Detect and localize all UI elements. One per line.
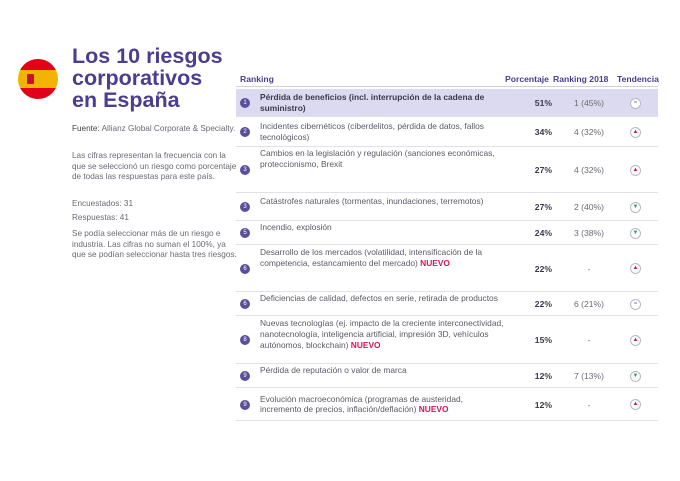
ranking-2018-value: -	[587, 335, 591, 345]
description-text: Las cifras representan la frecuencia con…	[72, 151, 237, 182]
rank-number-badge: 1	[240, 98, 250, 108]
percentage-value: 51%	[534, 98, 552, 108]
trend-up-icon: ▲	[630, 263, 641, 274]
header-divider	[236, 86, 658, 87]
ranking-2018-value: 4 (32%)	[573, 127, 605, 137]
percentage-value: 22%	[534, 263, 552, 274]
new-badge: NUEVO	[420, 257, 450, 268]
ranking-2018-value: 6 (21%)	[573, 299, 605, 309]
risk-label-text: Incendio, explosión	[260, 222, 332, 233]
surveyed-count: Encuestados: 31	[72, 199, 133, 208]
flag-stripe-red-bottom	[18, 88, 58, 99]
trend-down-icon: ▼	[630, 370, 641, 382]
page-title: Los 10 riesgos corporativos en España	[72, 44, 223, 112]
trend-up-icon: ▲	[630, 334, 641, 346]
rank-number-badge: 5	[240, 228, 250, 238]
table-row: 6 Desarrollo de los mercados (volatilidad…	[236, 245, 658, 292]
risk-label-text: Pérdida de beneficios (incl. interrupció…	[260, 92, 485, 113]
ranking-2018-value: 2 (40%)	[573, 202, 605, 212]
rank-number-badge: 3	[240, 165, 250, 175]
trend-equal-icon: =	[630, 97, 641, 109]
source-label: Fuente:	[72, 124, 100, 133]
percentage-value: 22%	[534, 299, 552, 309]
header-trend: Tendencia	[617, 74, 659, 84]
table-row: 8 Nuevas tecnologías (ej. impacto de la c…	[236, 316, 658, 364]
risk-label: Evolución macroeconómica (programas de a…	[260, 394, 500, 416]
risk-label-text: Nuevas tecnologías (ej. impacto de la cr…	[260, 318, 504, 350]
rank-number-badge: 2	[240, 127, 250, 137]
risk-label: Incidentes cibernéticos (ciberdelitos, p…	[260, 121, 500, 143]
table-row: 9 Evolución macroeconómica (programas de …	[236, 388, 658, 421]
new-badge: NUEVO	[350, 339, 381, 350]
trend-equal-icon: =	[630, 298, 641, 310]
risk-label: Pérdida de reputación o valor de marca	[260, 365, 500, 376]
rank-number-badge: 9	[240, 399, 250, 410]
risk-label: Catástrofes naturales (tormentas, inunda…	[260, 196, 510, 207]
risk-label-text: Desarrollo de los mercados (volatilidad,…	[260, 246, 483, 268]
trend-down-icon: ▼	[630, 201, 641, 213]
trend-up-icon: ▲	[630, 126, 641, 138]
risk-label-text: Cambios en la legislación y regulación (…	[260, 148, 495, 170]
table-row: 3 Cambios en la legislación y regulación …	[236, 147, 658, 193]
trend-down-icon: ▼	[630, 227, 641, 239]
trend-up-icon: ▲	[630, 399, 641, 410]
rank-number-badge: 6	[240, 299, 250, 309]
rank-number-badge: 8	[240, 335, 250, 345]
table-row: 3 Catástrofes naturales (tormentas, inund…	[236, 193, 658, 221]
header-ranking: Ranking	[240, 74, 274, 84]
risk-label-text: Incidentes cibernéticos (ciberdelitos, p…	[260, 121, 484, 142]
table-row: 2 Incidentes cibernéticos (ciberdelitos, …	[236, 117, 658, 147]
risk-label-text: Evolución macroeconómica (programas de a…	[260, 393, 463, 415]
risk-label: Desarrollo de los mercados (volatilidad,…	[260, 247, 500, 269]
table-row: 5 Incendio, explosión 24% 3 (38%) ▼	[236, 221, 658, 245]
ranking-2018-value: 4 (32%)	[573, 165, 605, 175]
ranking-2018-value: 1 (45%)	[573, 98, 605, 108]
risk-label-text: Catástrofes naturales (tormentas, inunda…	[260, 196, 484, 207]
percentage-value: 12%	[534, 371, 552, 381]
risk-label: Cambios en la legislación y regulación (…	[260, 148, 500, 170]
table-row: 6 Deficiencias de calidad, defectos en se…	[236, 292, 658, 316]
rank-number-badge: 6	[240, 263, 250, 274]
rank-number-badge: 9	[240, 371, 250, 381]
rank-number-badge: 3	[240, 202, 250, 212]
ranking-2018-value: -	[587, 263, 591, 274]
trend-up-icon: ▲	[630, 164, 641, 176]
percentage-value: 15%	[534, 335, 552, 345]
percentage-value: 34%	[534, 127, 552, 137]
flag-crest	[27, 74, 34, 84]
risk-label: Pérdida de beneficios (incl. interrupció…	[260, 92, 500, 114]
risk-label: Deficiencias de calidad, defectos en ser…	[260, 293, 520, 304]
note-text: Se podía seleccionar más de un riesgo e …	[72, 229, 237, 260]
ranking-2018-value: 3 (38%)	[573, 228, 605, 238]
new-badge: NUEVO	[418, 404, 449, 415]
risk-label-text: Deficiencias de calidad, defectos en ser…	[260, 293, 498, 304]
ranking-2018-value: -	[587, 399, 591, 410]
percentage-value: 27%	[534, 202, 552, 212]
risk-label: Incendio, explosión	[260, 222, 500, 233]
source-line: Fuente: Allianz Global Corporate & Speci…	[72, 124, 240, 135]
percentage-value: 24%	[534, 228, 552, 238]
answers-count: Respuestas: 41	[72, 213, 129, 222]
percentage-value: 27%	[534, 165, 552, 175]
source-text: Allianz Global Corporate & Specialty.	[101, 124, 236, 133]
ranking-2018-value: 7 (13%)	[573, 371, 605, 381]
percentage-value: 12%	[534, 399, 552, 410]
header-ranking-2018: Ranking 2018	[553, 74, 609, 84]
risk-label-text: Pérdida de reputación o valor de marca	[260, 365, 407, 376]
table-row: 9 Pérdida de reputación o valor de marca 1…	[236, 364, 658, 388]
header-percentage: Porcentaje	[505, 74, 549, 84]
flag-stripe-red-top	[18, 59, 58, 70]
table-row: 1 Pérdida de beneficios (incl. interrupci…	[236, 89, 658, 117]
spain-flag-icon	[18, 59, 58, 99]
risk-label: Nuevas tecnologías (ej. impacto de la cr…	[260, 318, 505, 350]
